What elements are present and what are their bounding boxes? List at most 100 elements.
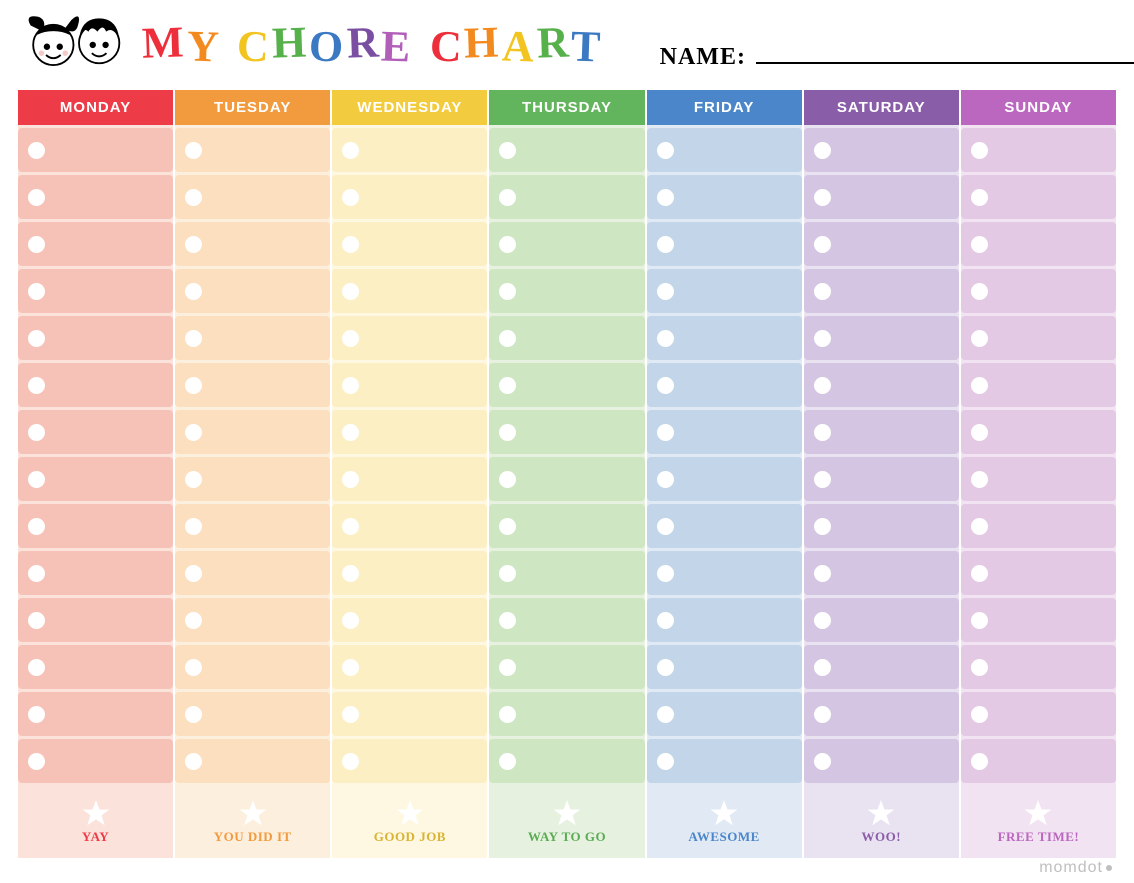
check-dot[interactable]	[499, 330, 516, 347]
check-dot[interactable]	[499, 283, 516, 300]
check-dot[interactable]	[342, 424, 359, 441]
chore-cell[interactable]	[18, 598, 173, 642]
chore-cell[interactable]	[18, 739, 173, 783]
chore-cell[interactable]	[647, 551, 802, 595]
chore-cell[interactable]	[961, 175, 1116, 219]
chore-cell[interactable]	[647, 739, 802, 783]
check-dot[interactable]	[28, 518, 45, 535]
check-dot[interactable]	[499, 565, 516, 582]
check-dot[interactable]	[814, 377, 831, 394]
chore-cell[interactable]	[18, 222, 173, 266]
chore-cell[interactable]	[175, 598, 330, 642]
chore-cell[interactable]	[18, 645, 173, 689]
check-dot[interactable]	[971, 518, 988, 535]
chore-cell[interactable]	[175, 175, 330, 219]
chore-cell[interactable]	[961, 363, 1116, 407]
chore-cell[interactable]	[175, 457, 330, 501]
check-dot[interactable]	[185, 706, 202, 723]
chore-cell[interactable]	[804, 410, 959, 454]
check-dot[interactable]	[499, 471, 516, 488]
chore-cell[interactable]	[489, 551, 644, 595]
check-dot[interactable]	[499, 706, 516, 723]
check-dot[interactable]	[342, 189, 359, 206]
chore-cell[interactable]	[489, 739, 644, 783]
check-dot[interactable]	[971, 612, 988, 629]
check-dot[interactable]	[185, 377, 202, 394]
chore-cell[interactable]	[647, 410, 802, 454]
check-dot[interactable]	[657, 612, 674, 629]
chore-cell[interactable]	[332, 551, 487, 595]
chore-cell[interactable]	[175, 645, 330, 689]
check-dot[interactable]	[657, 424, 674, 441]
check-dot[interactable]	[185, 659, 202, 676]
chore-cell[interactable]	[18, 363, 173, 407]
check-dot[interactable]	[657, 753, 674, 770]
chore-cell[interactable]	[647, 692, 802, 736]
check-dot[interactable]	[28, 283, 45, 300]
check-dot[interactable]	[185, 471, 202, 488]
chore-cell[interactable]	[175, 504, 330, 548]
check-dot[interactable]	[28, 659, 45, 676]
chore-cell[interactable]	[647, 504, 802, 548]
chore-cell[interactable]	[332, 363, 487, 407]
check-dot[interactable]	[342, 330, 359, 347]
check-dot[interactable]	[657, 236, 674, 253]
check-dot[interactable]	[971, 424, 988, 441]
check-dot[interactable]	[499, 659, 516, 676]
check-dot[interactable]	[342, 236, 359, 253]
chore-cell[interactable]	[489, 175, 644, 219]
check-dot[interactable]	[185, 142, 202, 159]
chore-cell[interactable]	[18, 128, 173, 172]
check-dot[interactable]	[814, 283, 831, 300]
check-dot[interactable]	[814, 753, 831, 770]
check-dot[interactable]	[342, 659, 359, 676]
chore-cell[interactable]	[961, 457, 1116, 501]
check-dot[interactable]	[28, 424, 45, 441]
chore-cell[interactable]	[18, 175, 173, 219]
check-dot[interactable]	[971, 142, 988, 159]
check-dot[interactable]	[28, 612, 45, 629]
chore-cell[interactable]	[175, 316, 330, 360]
name-line[interactable]	[756, 62, 1134, 64]
chore-cell[interactable]	[18, 410, 173, 454]
chore-cell[interactable]	[804, 128, 959, 172]
check-dot[interactable]	[971, 330, 988, 347]
chore-cell[interactable]	[647, 269, 802, 313]
chore-cell[interactable]	[804, 692, 959, 736]
check-dot[interactable]	[499, 377, 516, 394]
chore-cell[interactable]	[489, 269, 644, 313]
check-dot[interactable]	[499, 236, 516, 253]
chore-cell[interactable]	[18, 316, 173, 360]
chore-cell[interactable]	[961, 410, 1116, 454]
chore-cell[interactable]	[332, 692, 487, 736]
check-dot[interactable]	[342, 283, 359, 300]
chore-cell[interactable]	[647, 598, 802, 642]
chore-cell[interactable]	[961, 551, 1116, 595]
check-dot[interactable]	[657, 330, 674, 347]
check-dot[interactable]	[814, 189, 831, 206]
chore-cell[interactable]	[961, 504, 1116, 548]
chore-cell[interactable]	[961, 739, 1116, 783]
chore-cell[interactable]	[489, 316, 644, 360]
chore-cell[interactable]	[489, 504, 644, 548]
chore-cell[interactable]	[647, 363, 802, 407]
check-dot[interactable]	[185, 565, 202, 582]
check-dot[interactable]	[185, 518, 202, 535]
chore-cell[interactable]	[489, 645, 644, 689]
check-dot[interactable]	[185, 189, 202, 206]
check-dot[interactable]	[971, 659, 988, 676]
check-dot[interactable]	[814, 236, 831, 253]
check-dot[interactable]	[971, 706, 988, 723]
chore-cell[interactable]	[18, 504, 173, 548]
check-dot[interactable]	[342, 753, 359, 770]
chore-cell[interactable]	[18, 692, 173, 736]
chore-cell[interactable]	[647, 316, 802, 360]
chore-cell[interactable]	[961, 222, 1116, 266]
check-dot[interactable]	[657, 518, 674, 535]
chore-cell[interactable]	[961, 269, 1116, 313]
chore-cell[interactable]	[18, 269, 173, 313]
chore-cell[interactable]	[804, 598, 959, 642]
chore-cell[interactable]	[332, 128, 487, 172]
check-dot[interactable]	[499, 612, 516, 629]
check-dot[interactable]	[342, 612, 359, 629]
